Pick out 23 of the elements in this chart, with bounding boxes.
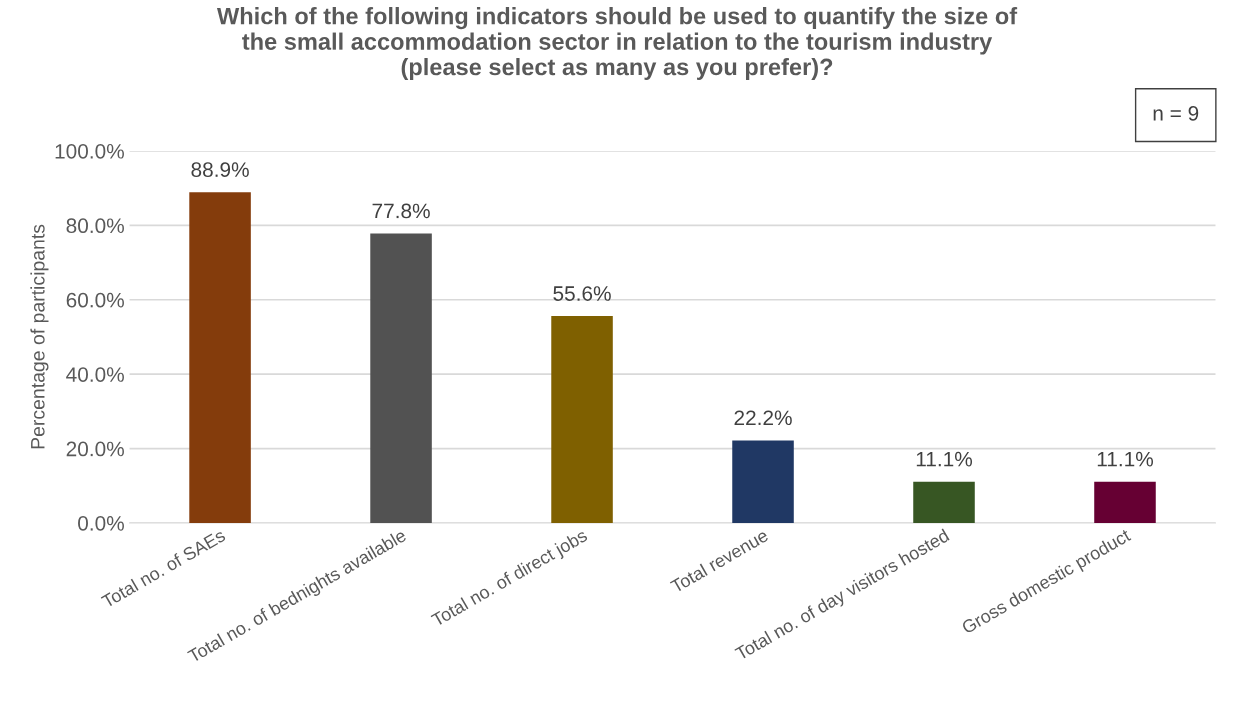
data-label: 55.6%	[553, 286, 611, 301]
bar	[913, 481, 975, 523]
data-label: 11.1%	[1097, 451, 1154, 467]
y-tick-label: 40.0%	[66, 367, 124, 382]
data-label: 77.8%	[372, 203, 430, 219]
bar	[551, 316, 613, 523]
bar	[1094, 481, 1156, 523]
x-tick-label: Total no. of SAEs	[100, 531, 227, 609]
text: n = 9	[1153, 106, 1199, 121]
y-tick-label: 20.0%	[66, 441, 124, 457]
bar	[189, 192, 251, 523]
chart-title: Which of the following indicators should be used to quantify the size of the small accommodation sector in relation to the tourism industry (please select as many as you prefer)?	[216, 7, 1018, 80]
y-tick-label: 100.0%	[55, 143, 124, 159]
y-tick-label: 80.0%	[66, 218, 124, 234]
y-axis-title: Percentage of participants	[30, 224, 49, 449]
bar	[370, 233, 432, 523]
y-tick-label: 0.0%	[78, 515, 124, 531]
data-label: 11.1%	[916, 451, 973, 467]
bar	[732, 440, 794, 523]
y-tick-label: 60.0%	[66, 292, 124, 308]
data-label: 22.2%	[734, 410, 792, 426]
data-label: 88.9%	[191, 162, 249, 177]
x-tick-label: Total no. of direct jobs	[430, 528, 590, 631]
